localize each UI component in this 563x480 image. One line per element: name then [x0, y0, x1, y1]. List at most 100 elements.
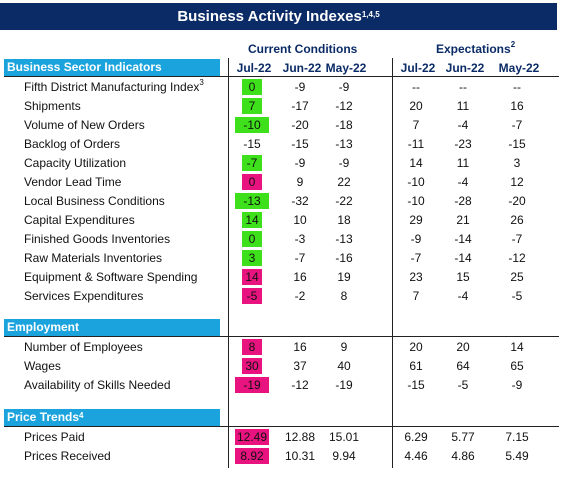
row-label-text: Raw Materials Inventories	[24, 251, 163, 265]
cell: -20	[508, 194, 526, 208]
cell: 30	[245, 359, 259, 373]
section-title: Employment	[7, 320, 80, 334]
cell: -4	[457, 118, 469, 132]
cell: 26	[510, 213, 524, 227]
cell: -5	[246, 289, 258, 303]
cell: 16	[293, 340, 307, 354]
cell: 19	[337, 270, 351, 284]
cell-highlight	[242, 79, 262, 95]
cell: 11	[456, 156, 470, 170]
row-label-text: Prices Received	[24, 449, 111, 463]
cell: -17	[291, 99, 309, 113]
section-sup: 4	[79, 411, 84, 420]
cell: 7	[248, 99, 256, 113]
cell: -10	[243, 118, 261, 132]
title-sup: 1,4,5	[361, 10, 380, 19]
cell: 12.49	[236, 430, 268, 444]
section-header: Price Trends4	[4, 409, 220, 426]
cell: 25	[510, 270, 524, 284]
column-header: Jul-22	[236, 61, 272, 75]
cell: -9	[338, 80, 350, 94]
cell: -12	[508, 251, 526, 265]
cell: -9	[511, 378, 523, 392]
cell-highlight	[242, 212, 262, 228]
cell: 5.49	[505, 449, 529, 463]
cell-highlight	[235, 448, 269, 464]
row-label: Backlog of Orders	[24, 137, 120, 151]
cell: -13	[243, 194, 261, 208]
cell: -15	[243, 137, 261, 151]
cell: --	[459, 80, 467, 94]
cell: 0	[248, 232, 256, 246]
cell: 20	[456, 340, 470, 354]
row-label: Prices Paid	[24, 430, 85, 444]
cell: 14	[510, 340, 524, 354]
cell: 11	[456, 99, 470, 113]
row-label: Equipment & Software Spending	[24, 270, 197, 284]
cell: 64	[456, 359, 470, 373]
cell: 7	[412, 289, 420, 303]
cell-highlight	[242, 98, 262, 114]
cell-highlight	[242, 288, 262, 304]
cell-highlight	[242, 250, 262, 266]
title-bar: Business Activity Indexes1,4,5	[0, 3, 557, 30]
cell: 4.86	[451, 449, 475, 463]
separator	[228, 58, 229, 468]
cell: -10	[407, 175, 425, 189]
cell: -7	[246, 156, 258, 170]
cell: -9	[338, 156, 350, 170]
cell: 7	[412, 118, 420, 132]
cell: -5	[457, 378, 469, 392]
row-label: Services Expenditures	[24, 289, 143, 303]
cell: 61	[409, 359, 423, 373]
column-header: Jun-22	[282, 61, 322, 75]
cell: -7	[294, 251, 306, 265]
row-label-text: Backlog of Orders	[24, 137, 121, 151]
cell-highlight	[242, 155, 262, 171]
cell-highlight	[235, 429, 269, 445]
group-header: Current Conditions	[248, 42, 358, 56]
cell: 14	[245, 270, 259, 284]
section-title: Business Sector Indicators	[7, 60, 162, 74]
rule	[4, 76, 559, 77]
cell: 16	[293, 270, 307, 284]
cell: -5	[511, 289, 523, 303]
cell: 12.88	[284, 430, 316, 444]
column-header: May-22	[498, 61, 540, 75]
cell: 8.92	[240, 449, 264, 463]
column-header: May-22	[325, 61, 367, 75]
row-label-text: Number of Employees	[24, 340, 143, 354]
row-label-text: Finished Goods Inventories	[24, 232, 171, 246]
row-label: Capital Expenditures	[24, 213, 135, 227]
column-header: Jul-22	[400, 61, 436, 75]
cell: 10.31	[284, 449, 316, 463]
group-header: Expectations2	[436, 40, 515, 56]
cell: -15	[407, 378, 425, 392]
cell: -12	[291, 378, 309, 392]
cell: 9	[340, 340, 348, 354]
row-label: Shipments	[24, 99, 81, 113]
separator	[392, 58, 393, 468]
cell: -13	[335, 232, 353, 246]
rule	[4, 426, 559, 427]
section-title: Price Trends	[7, 410, 80, 424]
row-label-text: Fifth District Manufacturing Index	[24, 80, 200, 94]
cell: -12	[335, 99, 353, 113]
cell: 16	[510, 99, 524, 113]
cell-highlight	[235, 117, 269, 133]
cell: -32	[291, 194, 309, 208]
row-label: Number of Employees	[24, 340, 143, 354]
cell-highlight	[242, 358, 262, 374]
cell: --	[412, 80, 420, 94]
cell: -7	[511, 118, 523, 132]
cell: 14	[245, 213, 259, 227]
cell: 7.15	[505, 430, 529, 444]
row-label-text: Equipment & Software Spending	[24, 270, 198, 284]
cell: -10	[407, 194, 425, 208]
group-header-text: Expectations	[436, 42, 511, 56]
cell: 0	[248, 80, 256, 94]
row-label: Volume of New Orders	[24, 118, 145, 132]
cell: -28	[454, 194, 472, 208]
row-label-sup: 3	[199, 78, 204, 87]
cell: 23	[409, 270, 423, 284]
